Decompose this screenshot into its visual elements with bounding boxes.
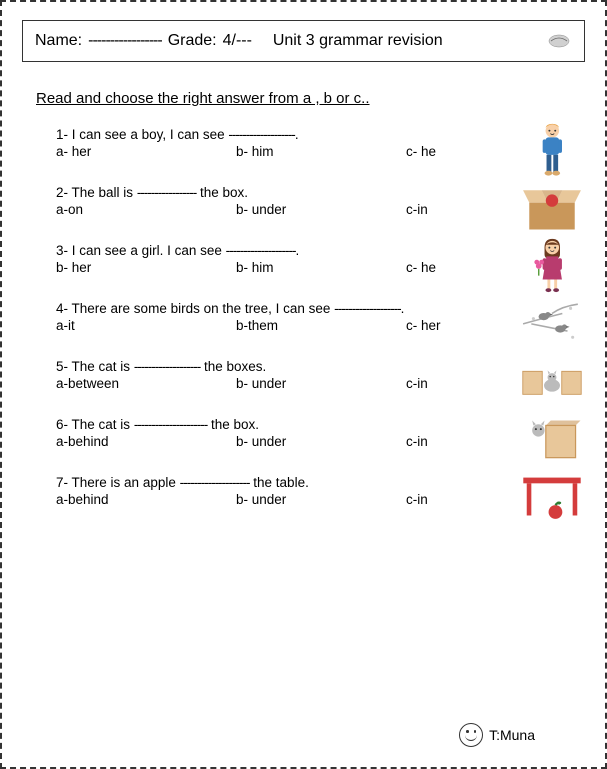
question-stem: 4- There are some birds on the tree, I c… — [56, 301, 505, 316]
question-stem: 2- The ball is ----------------- the box… — [56, 185, 505, 200]
options-row: a- her b- him c- he — [56, 144, 505, 159]
name-blank: ----------------- — [88, 32, 162, 50]
option-b: b-them — [236, 318, 406, 333]
table-apple-icon — [521, 469, 583, 527]
grade-label: Grade: — [168, 32, 217, 50]
blank-dash: -------------------- — [226, 243, 296, 258]
options-row: a-between b- under c-in — [56, 376, 505, 391]
question-number: 1- — [56, 127, 68, 142]
question-7: 7- There is an apple -------------------… — [56, 475, 505, 507]
question-number: 7- — [56, 475, 68, 490]
option-c: c-in — [406, 376, 428, 391]
option-a: a-between — [56, 376, 236, 391]
cat-between-icon — [521, 353, 583, 411]
option-a: a-on — [56, 202, 236, 217]
name-label: Name: — [35, 32, 82, 50]
unit-title: Unit 3 grammar revision — [273, 32, 443, 50]
footer: T:Muna — [459, 723, 535, 747]
question-stem: 1- I can see a boy, I can see ----------… — [56, 127, 505, 142]
grade-value: 4/--- — [223, 32, 252, 50]
stem-post: the box. — [207, 417, 259, 432]
birds-icon — [521, 295, 583, 353]
option-b: b- under — [236, 202, 406, 217]
question-number: 6- — [56, 417, 68, 432]
question-4: 4- There are some birds on the tree, I c… — [56, 301, 505, 333]
blank-dash: ----------------- — [137, 185, 196, 200]
option-a: a-it — [56, 318, 236, 333]
stem-pre: The cat is — [72, 359, 134, 374]
logo-icon — [546, 31, 572, 51]
instruction-text: Read and choose the right answer from a … — [36, 90, 585, 107]
option-c: c- he — [406, 260, 436, 275]
stem-pre: The ball is — [72, 185, 137, 200]
question-number: 4- — [56, 301, 68, 316]
stem-post: . — [296, 243, 300, 258]
stem-pre: The cat is — [72, 417, 134, 432]
question-stem: 3- I can see a girl. I can see ---------… — [56, 243, 505, 258]
stem-pre: I can see a boy, I can see — [72, 127, 229, 142]
question-3: 3- I can see a girl. I can see ---------… — [56, 243, 505, 275]
stem-post: . — [401, 301, 405, 316]
option-b: b- him — [236, 144, 406, 159]
option-c: c- her — [406, 318, 441, 333]
questions-list: 1- I can see a boy, I can see ----------… — [22, 127, 585, 507]
girl-icon — [521, 237, 583, 295]
options-row: a-behind b- under c-in — [56, 492, 505, 507]
blank-dash: ------------------- — [228, 127, 294, 142]
question-2: 2- The ball is ----------------- the box… — [56, 185, 505, 217]
blank-dash: --------------------- — [134, 417, 207, 432]
option-c: c-in — [406, 434, 428, 449]
options-row: b- her b- him c- he — [56, 260, 505, 275]
box-ball-icon — [521, 179, 583, 237]
option-b: b- under — [236, 434, 406, 449]
stem-post: the table. — [250, 475, 309, 490]
blank-dash: ------------------- — [334, 301, 400, 316]
options-row: a-on b- under c-in — [56, 202, 505, 217]
question-1: 1- I can see a boy, I can see ----------… — [56, 127, 505, 159]
option-a: a-behind — [56, 492, 236, 507]
question-number: 5- — [56, 359, 68, 374]
stem-post: . — [295, 127, 299, 142]
option-a: b- her — [56, 260, 236, 275]
option-c: c-in — [406, 202, 428, 217]
option-c: c-in — [406, 492, 428, 507]
stem-pre: There are some birds on the tree, I can … — [72, 301, 335, 316]
worksheet-page: Name: ----------------- Grade: 4/--- Uni… — [0, 0, 607, 769]
question-5: 5- The cat is ------------------- the bo… — [56, 359, 505, 391]
question-stem: 5- The cat is ------------------- the bo… — [56, 359, 505, 374]
option-b: b- under — [236, 376, 406, 391]
question-stem: 6- The cat is --------------------- the … — [56, 417, 505, 432]
header-box: Name: ----------------- Grade: 4/--- Uni… — [22, 20, 585, 62]
stem-pre: There is an apple — [72, 475, 180, 490]
question-stem: 7- There is an apple -------------------… — [56, 475, 505, 490]
option-a: a- her — [56, 144, 236, 159]
smile-icon — [459, 723, 483, 747]
option-c: c- he — [406, 144, 436, 159]
stem-pre: I can see a girl. I can see — [72, 243, 226, 258]
cat-behind-icon — [521, 411, 583, 469]
question-6: 6- The cat is --------------------- the … — [56, 417, 505, 449]
blank-dash: -------------------- — [180, 475, 250, 490]
option-b: b- under — [236, 492, 406, 507]
question-number: 3- — [56, 243, 68, 258]
stem-post: the boxes. — [200, 359, 266, 374]
options-row: a-it b-them c- her — [56, 318, 505, 333]
options-row: a-behind b- under c-in — [56, 434, 505, 449]
option-b: b- him — [236, 260, 406, 275]
blank-dash: ------------------- — [134, 359, 200, 374]
question-number: 2- — [56, 185, 68, 200]
option-a: a-behind — [56, 434, 236, 449]
stem-post: the box. — [196, 185, 248, 200]
boy-icon — [521, 121, 583, 179]
teacher-label: T:Muna — [489, 727, 535, 743]
